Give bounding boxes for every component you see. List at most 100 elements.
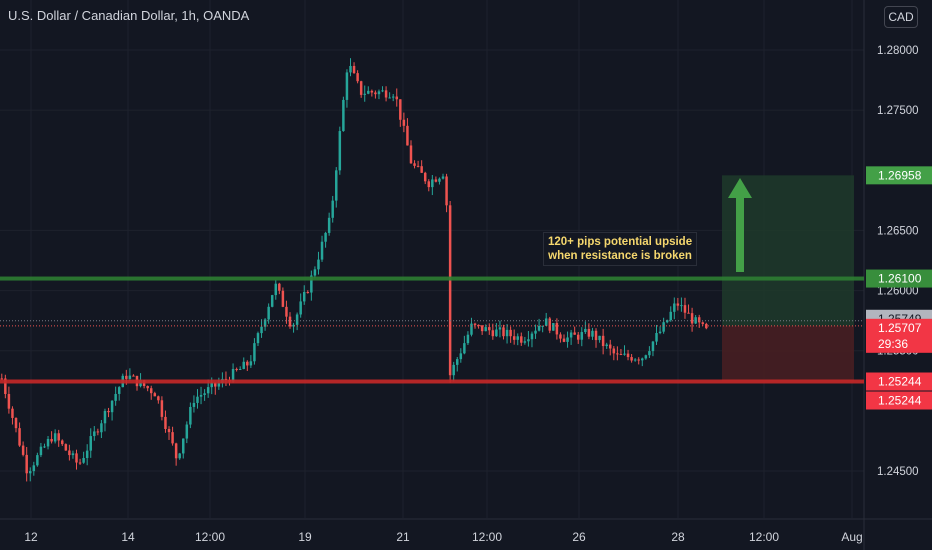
candle-body: [391, 96, 395, 98]
candle-body: [527, 339, 530, 342]
currency-badge[interactable]: CAD: [884, 6, 918, 28]
candle-body: [591, 330, 594, 337]
candle-body: [477, 324, 480, 326]
candle-body: [544, 318, 548, 326]
candle-body: [270, 295, 274, 307]
x-tick-label: 12: [24, 530, 38, 544]
candle-body: [78, 462, 82, 464]
candle-body: [537, 325, 541, 331]
candle-body: [502, 327, 505, 337]
candle-body: [75, 453, 78, 463]
candle-body: [338, 131, 342, 171]
candle-body: [448, 205, 452, 376]
y-tick-label: 1.26000: [877, 286, 919, 298]
countdown-label: 29:36: [878, 337, 908, 351]
candle-body: [637, 359, 640, 361]
x-tick-label: 12:00: [472, 530, 502, 544]
candle-body: [363, 93, 366, 95]
candle-body: [609, 344, 612, 349]
candle-body: [673, 303, 676, 312]
candle-body: [335, 170, 338, 201]
candle-body: [178, 453, 181, 459]
support-price-label-a-bg: [866, 372, 932, 391]
candle-body: [594, 330, 598, 341]
candle-body: [249, 361, 253, 366]
candle-body: [648, 351, 651, 356]
candle-body: [302, 292, 306, 302]
candle-body: [466, 334, 470, 344]
candle-body: [114, 393, 117, 401]
candle-body: [445, 176, 448, 206]
candle-body: [171, 432, 174, 444]
candle-body: [93, 431, 96, 437]
candle-body: [644, 355, 648, 359]
support-price-label-b-bg: [866, 391, 932, 410]
candle-body: [669, 311, 672, 321]
candle-body: [263, 319, 267, 327]
candle-body: [587, 328, 591, 337]
x-tick-label: 26: [572, 530, 586, 544]
candle-body: [292, 324, 295, 327]
candle-body: [345, 72, 349, 100]
candle-body: [580, 332, 584, 340]
candle-body: [655, 332, 658, 342]
candle-body: [573, 332, 576, 335]
candle-body: [452, 364, 455, 376]
candle-body: [82, 458, 85, 463]
candle-body: [14, 417, 18, 429]
x-tick-label: 19: [298, 530, 312, 544]
candle-body: [584, 328, 587, 333]
candle-body: [416, 165, 420, 167]
support-price-label-a: 1.25244: [878, 375, 922, 389]
current-price-label: 1.25707: [878, 321, 922, 335]
candle-body: [281, 290, 285, 307]
candle-body: [174, 443, 178, 459]
candle-body: [370, 90, 374, 93]
candle-body: [182, 438, 185, 454]
candle-body: [278, 283, 281, 291]
candle-body: [438, 178, 441, 182]
candle-body: [71, 453, 75, 456]
candle-body: [523, 341, 527, 343]
candle-body: [541, 325, 544, 327]
candle-body: [505, 329, 509, 337]
candle-body: [117, 387, 121, 394]
candle-body: [125, 375, 128, 379]
candle-body: [701, 322, 705, 324]
candle-body: [705, 323, 708, 329]
y-tick-label: 1.24500: [877, 466, 919, 478]
candle-body: [534, 330, 537, 334]
candle-body: [238, 368, 242, 370]
candle-body: [43, 446, 46, 448]
candle-body: [484, 327, 487, 332]
candle-body: [605, 344, 608, 347]
candle-body: [662, 322, 665, 332]
candle-body: [473, 323, 477, 325]
resistance-line: [0, 276, 864, 281]
resistance-price-label-bg: [866, 269, 932, 288]
x-tick-label: 14: [121, 530, 135, 544]
y-tick-label: 1.27500: [877, 105, 919, 117]
candle-body: [324, 232, 327, 242]
candle-body: [598, 335, 601, 341]
candle-body: [495, 329, 498, 337]
candle-body: [680, 305, 683, 307]
candle-body: [441, 176, 445, 179]
candle-body: [374, 92, 377, 95]
x-tick-label: 12:00: [749, 530, 779, 544]
candle-body: [420, 166, 423, 173]
candle-body: [456, 359, 459, 365]
candle-body: [149, 388, 153, 394]
candle-body: [566, 337, 569, 342]
candle-body: [690, 313, 694, 324]
candle-body: [520, 336, 523, 343]
candle-body: [327, 217, 331, 233]
candle-body: [235, 368, 238, 370]
annotation-box[interactable]: 120+ pips potential upside when resistan…: [543, 232, 698, 266]
candle-body: [256, 333, 260, 344]
candle-body: [381, 90, 384, 92]
candle-body: [18, 428, 21, 446]
candle-body: [342, 99, 345, 132]
